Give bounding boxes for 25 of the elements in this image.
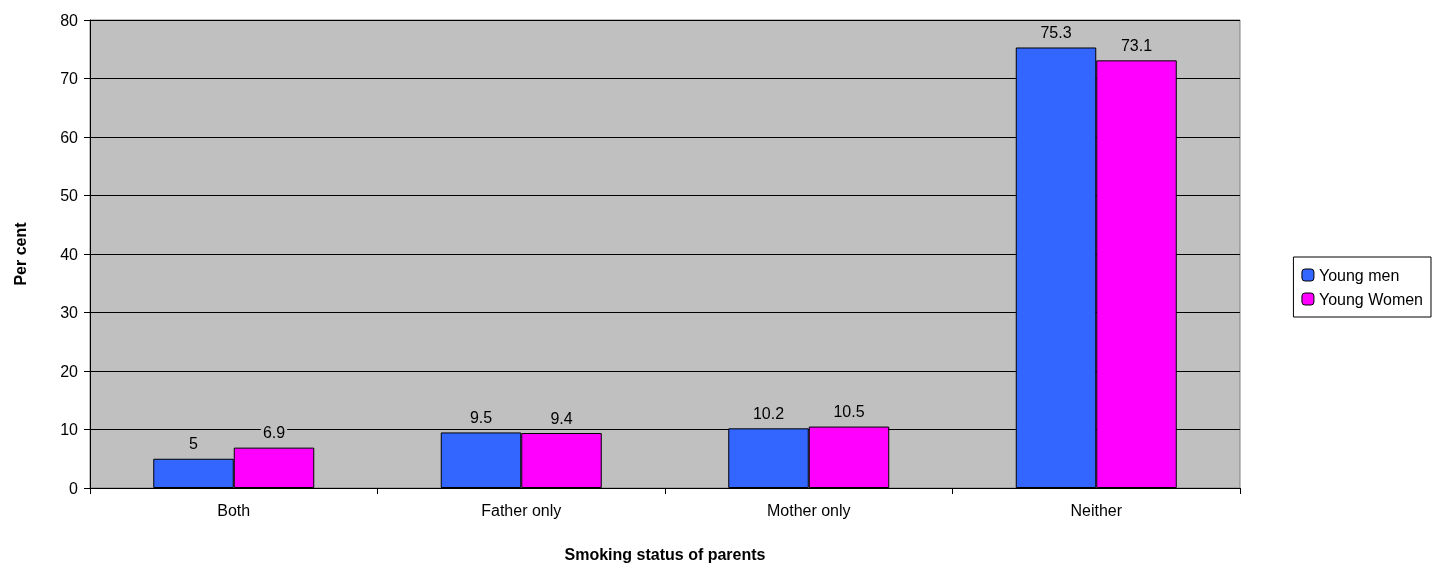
y-tick-label: 10 [60, 421, 79, 438]
data-label: 9.4 [550, 409, 573, 427]
data-label: 9.5 [469, 408, 493, 426]
y-tick-label: 50 [60, 187, 79, 204]
y-tick-label: 80 [60, 11, 79, 29]
x-axis-title: Smoking status of parents [564, 545, 766, 563]
x-tick-label: Neither [1070, 501, 1123, 519]
data-label: 10.2 [752, 404, 785, 422]
y-tick-label: 30 [60, 304, 79, 321]
y-tick-label: 20 [60, 362, 79, 380]
data-label: 10.5 [833, 403, 865, 421]
data-label: 6.9 [262, 424, 286, 442]
x-tick-label: Father only [481, 501, 562, 519]
y-tick-label: 70 [60, 70, 79, 87]
legend-label: Young men [1318, 266, 1400, 284]
y-tick-label: 60 [60, 128, 79, 146]
y-axis-title: Per cent [11, 221, 29, 286]
data-label: 75.3 [1040, 23, 1072, 41]
y-tick-label: 0 [69, 479, 79, 497]
y-tick-label: 40 [60, 245, 79, 263]
data-label: 5 [189, 435, 199, 453]
legend-label: Young Women [1318, 290, 1423, 308]
x-tick-label: Both [217, 501, 251, 519]
x-tick-label: Mother only [766, 501, 851, 519]
data-label: 73.1 [1120, 36, 1153, 54]
